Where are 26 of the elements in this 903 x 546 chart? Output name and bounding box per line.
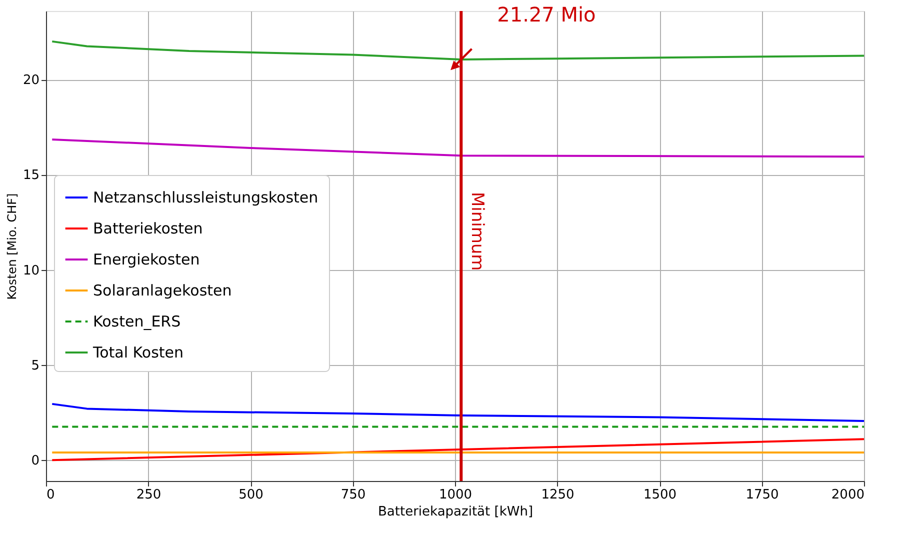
line-series: [51, 138, 864, 158]
legend-label: Energiekosten: [93, 250, 200, 268]
line-series: [51, 402, 864, 422]
y-tick-label: 5: [31, 358, 40, 374]
annotation: 21.27 Mio: [497, 2, 596, 27]
x-tick-label: 0: [46, 488, 55, 502]
legend-label: Kosten_ERS: [93, 312, 181, 330]
y-tick-label: 10: [22, 263, 40, 278]
x-tick-label: 2000: [831, 488, 864, 502]
x-tick-label: 1500: [643, 488, 677, 502]
x-tick-label: 1750: [746, 488, 779, 502]
legend-label: Batteriekosten: [93, 220, 203, 238]
x-tick-label: 750: [340, 488, 366, 502]
legend-label: Solaranlagekosten: [93, 282, 232, 300]
x-tick-label: 1250: [541, 488, 574, 502]
y-tick-label: 0: [31, 454, 40, 469]
x-tick-label: 250: [136, 488, 162, 502]
x-axis-title: Batteriekapazität [kWh]: [378, 504, 534, 520]
legend-label: Total Kosten: [92, 344, 184, 362]
legend-label: Netzanschlussleistungskosten: [93, 188, 318, 206]
ref-line-label: Minimum: [467, 192, 488, 271]
y-axis-title: Kosten [Mio. CHF]: [4, 193, 19, 300]
y-tick-label: 20: [22, 73, 40, 88]
x-tick-label: 500: [238, 488, 264, 502]
y-tick-label: 15: [22, 168, 40, 184]
x-tick-label: 1000: [438, 488, 472, 502]
